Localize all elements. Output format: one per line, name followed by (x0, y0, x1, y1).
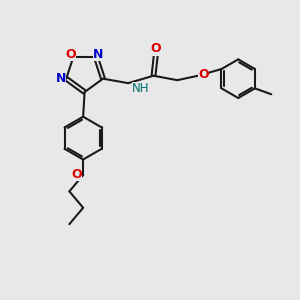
Text: N: N (56, 72, 66, 85)
Text: NH: NH (132, 82, 149, 95)
Text: O: O (65, 48, 76, 61)
Text: O: O (198, 68, 209, 81)
Text: O: O (151, 43, 161, 56)
Text: O: O (71, 168, 82, 181)
Text: N: N (93, 48, 103, 61)
